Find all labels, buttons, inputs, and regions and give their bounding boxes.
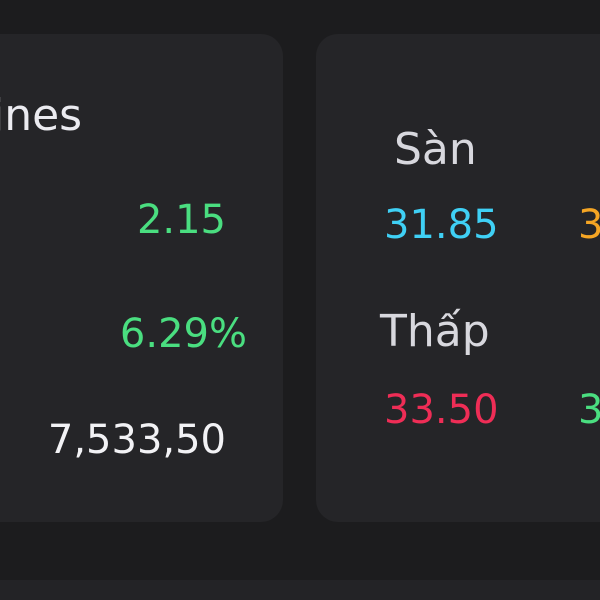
low-price-label: Thấp xyxy=(380,306,490,357)
price-change-percent: 6.29% xyxy=(119,311,247,357)
floor-price-label: Sàn xyxy=(394,124,477,175)
reference-price-value: 3 xyxy=(578,202,600,248)
stock-name-title: ines xyxy=(0,90,83,141)
bottom-panel-edge xyxy=(0,580,600,600)
price-range-card xyxy=(316,34,600,522)
price-change-value: 2.15 xyxy=(136,197,226,243)
low-price-value: 33.50 xyxy=(384,387,499,433)
volume-value: 7,533,50 xyxy=(47,417,226,463)
high-price-value: 3 xyxy=(578,387,600,433)
price-summary-card xyxy=(0,34,283,522)
floor-price-value: 31.85 xyxy=(384,202,499,248)
